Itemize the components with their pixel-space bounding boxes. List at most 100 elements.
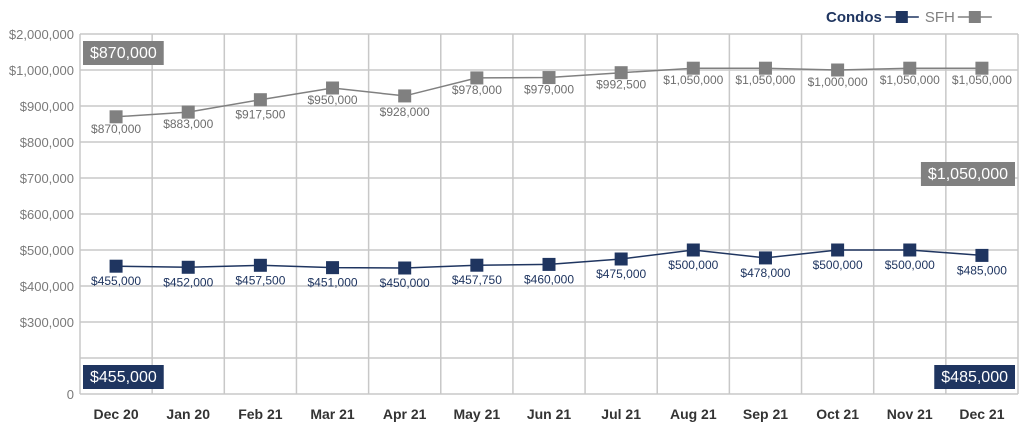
y-tick-label: $1,000,000 xyxy=(9,63,74,78)
data-label-condos: $452,000 xyxy=(163,275,213,289)
y-tick-label: $900,000 xyxy=(20,99,74,114)
x-tick-label: Mar 21 xyxy=(310,406,355,422)
x-tick-label: Aug 21 xyxy=(670,406,717,422)
legend: Condos SFH xyxy=(826,9,992,26)
data-point-sfh xyxy=(975,61,989,75)
data-label-sfh: $928,000 xyxy=(380,105,430,119)
x-tick-label: Sep 21 xyxy=(743,406,788,422)
x-tick-label: Dec 21 xyxy=(959,406,1004,422)
data-label-condos: $451,000 xyxy=(308,276,358,290)
callout-sfh-end-box xyxy=(920,162,1015,186)
y-tick-label: $2,000,000 xyxy=(9,27,74,42)
y-tick-label: $400,000 xyxy=(20,279,74,294)
data-point-sfh xyxy=(326,81,340,95)
data-label-condos: $450,000 xyxy=(380,276,430,290)
x-tick-label: Oct 21 xyxy=(816,406,859,422)
y-axis-ticks: 0 $300,000 $400,000 $500,000 $600,000 $700,00… xyxy=(9,27,74,402)
data-point-condos xyxy=(831,243,845,257)
data-label-condos: $478,000 xyxy=(740,266,790,280)
data-point-sfh xyxy=(470,71,484,85)
data-label-condos: $485,000 xyxy=(957,263,1007,277)
data-label-sfh: $992,500 xyxy=(596,78,646,92)
data-label-sfh: $1,050,000 xyxy=(952,73,1012,87)
data-label-sfh: $1,050,000 xyxy=(735,73,795,87)
callout-condos-start-box xyxy=(83,365,164,389)
callout-sfh-end-text: $1,050,000 xyxy=(928,166,1008,183)
data-label-condos: $460,000 xyxy=(524,272,574,286)
data-label-sfh: $1,050,000 xyxy=(880,73,940,87)
data-label-sfh: $978,000 xyxy=(452,83,502,97)
data-point-condos xyxy=(542,257,556,271)
y-tick-label: 0 xyxy=(67,387,74,402)
legend-item-sfh: SFH xyxy=(925,9,992,26)
data-label-sfh: $870,000 xyxy=(91,122,141,136)
data-point-sfh xyxy=(253,93,267,107)
y-tick-label: $500,000 xyxy=(20,243,74,258)
callout-condos-start: $455,000 xyxy=(83,365,164,389)
x-tick-label: Jan 20 xyxy=(166,406,210,422)
data-point-sfh xyxy=(398,89,412,103)
x-tick-label: Dec 20 xyxy=(93,406,138,422)
grid xyxy=(79,33,1019,395)
y-tick-label: $700,000 xyxy=(20,171,74,186)
data-label-condos: $500,000 xyxy=(885,258,935,272)
series: $455,000 $452,000 $457,500 $451,000 $450,000… xyxy=(91,61,1012,290)
legend-label-sfh: SFH xyxy=(925,9,955,26)
data-point-condos xyxy=(181,260,195,274)
data-point-sfh xyxy=(686,61,700,75)
data-label-condos: $455,000 xyxy=(91,274,141,288)
callout-sfh-start-text: $870,000 xyxy=(90,45,157,62)
callout-condos-end-text: $485,000 xyxy=(941,369,1008,386)
data-label-sfh: $1,050,000 xyxy=(663,73,723,87)
callouts: $870,000 $1,050,000 $455,000 $485,000 xyxy=(83,41,1015,389)
data-point-sfh xyxy=(542,71,556,85)
callout-sfh-start: $870,000 xyxy=(83,41,164,65)
series-condos: $455,000 $452,000 $457,500 $451,000 $450,000… xyxy=(91,243,1007,290)
x-tick-label: Nov 21 xyxy=(887,406,933,422)
x-tick-label: Feb 21 xyxy=(238,406,283,422)
x-tick-label: Jul 21 xyxy=(601,406,641,422)
data-label-sfh: $883,000 xyxy=(163,117,213,131)
y-tick-label: $300,000 xyxy=(20,315,74,330)
data-point-condos xyxy=(109,259,123,273)
x-axis-ticks: Dec 20 Jan 20 Feb 21 Mar 21 Apr 21 May 21 Jun … xyxy=(93,406,1004,422)
data-label-sfh: $917,500 xyxy=(235,108,285,122)
x-tick-label: Jun 21 xyxy=(527,406,572,422)
data-point-condos xyxy=(326,261,340,275)
data-point-sfh xyxy=(903,61,917,75)
data-label-sfh: $1,000,000 xyxy=(808,75,868,89)
callout-condos-start-text: $455,000 xyxy=(90,369,157,386)
data-point-condos xyxy=(398,261,412,275)
x-tick-label: Apr 21 xyxy=(383,406,427,422)
y-tick-label: $800,000 xyxy=(20,135,74,150)
legend-item-condos: Condos xyxy=(826,9,919,26)
data-point-condos xyxy=(975,248,989,262)
data-point-condos xyxy=(903,243,917,257)
data-label-condos: $457,750 xyxy=(452,273,502,287)
data-point-sfh xyxy=(831,63,845,77)
data-point-condos xyxy=(470,258,484,272)
legend-marker-sfh xyxy=(968,11,981,23)
data-point-sfh xyxy=(614,66,628,80)
data-label-condos: $500,000 xyxy=(813,258,863,272)
callout-condos-end: $485,000 xyxy=(934,365,1015,389)
data-point-sfh xyxy=(758,61,772,75)
data-point-condos xyxy=(253,258,267,272)
data-point-sfh xyxy=(181,105,195,119)
callout-sfh-start-box xyxy=(83,41,164,65)
data-label-condos: $457,500 xyxy=(235,273,285,287)
data-label-condos: $500,000 xyxy=(668,258,718,272)
data-label-sfh: $950,000 xyxy=(308,93,358,107)
data-point-condos xyxy=(614,252,628,266)
data-label-condos: $475,000 xyxy=(596,267,646,281)
series-sfh: $870,000 $883,000 $917,500 $950,000 $928,000… xyxy=(91,61,1012,136)
data-point-condos xyxy=(686,243,700,257)
callout-sfh-end: $1,050,000 xyxy=(920,162,1015,186)
callout-condos-end-box xyxy=(934,365,1015,389)
legend-label-condos: Condos xyxy=(826,9,882,26)
data-label-sfh: $979,000 xyxy=(524,83,574,97)
y-tick-label: $600,000 xyxy=(20,207,74,222)
x-tick-label: May 21 xyxy=(453,406,500,422)
legend-marker-condos xyxy=(895,11,908,23)
